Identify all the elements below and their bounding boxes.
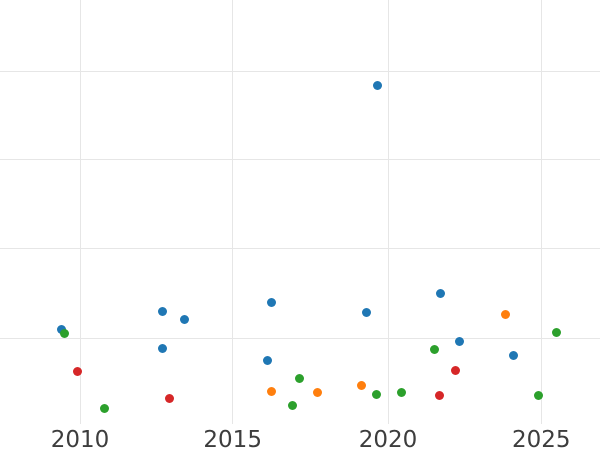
x-tick-label-2020: 2020 [358, 427, 418, 450]
data-point-green [371, 390, 381, 400]
data-point-blue [263, 355, 273, 365]
x-tick-label-2025: 2025 [512, 427, 571, 450]
data-point-blue [180, 315, 190, 325]
data-point-blue [157, 306, 167, 316]
y-gridline [0, 248, 600, 249]
data-point-blue [158, 343, 168, 353]
data-point-blue [508, 350, 518, 360]
x-tick-label-2010: 2010 [50, 427, 110, 450]
data-point-red [165, 393, 175, 403]
data-point-green [552, 327, 562, 337]
x-gridline [79, 0, 81, 424]
data-point-blue [436, 288, 446, 298]
data-point-blue [372, 80, 382, 90]
data-point-green [59, 329, 69, 338]
y-gridline [0, 70, 600, 72]
y-gridline [0, 337, 600, 339]
data-point-orange [500, 309, 510, 319]
data-point-green [99, 404, 109, 414]
data-point-red [72, 366, 82, 376]
data-point-red [451, 366, 461, 376]
y-gridline [0, 159, 600, 160]
data-point-orange [266, 386, 276, 396]
data-point-green [533, 391, 543, 401]
x-gridline [540, 0, 542, 424]
data-point-green [294, 374, 304, 383]
data-point-red [434, 390, 444, 400]
data-point-green [396, 387, 406, 397]
data-point-blue [454, 337, 464, 347]
data-point-green [429, 344, 439, 354]
x-gridline [387, 0, 389, 424]
data-point-blue [361, 308, 371, 318]
data-point-blue [266, 297, 276, 307]
x-tick-label-2015: 2015 [203, 427, 262, 450]
data-point-orange [313, 388, 323, 398]
data-point-green [288, 400, 298, 410]
x-gridline [232, 0, 234, 424]
data-point-orange [357, 380, 367, 390]
